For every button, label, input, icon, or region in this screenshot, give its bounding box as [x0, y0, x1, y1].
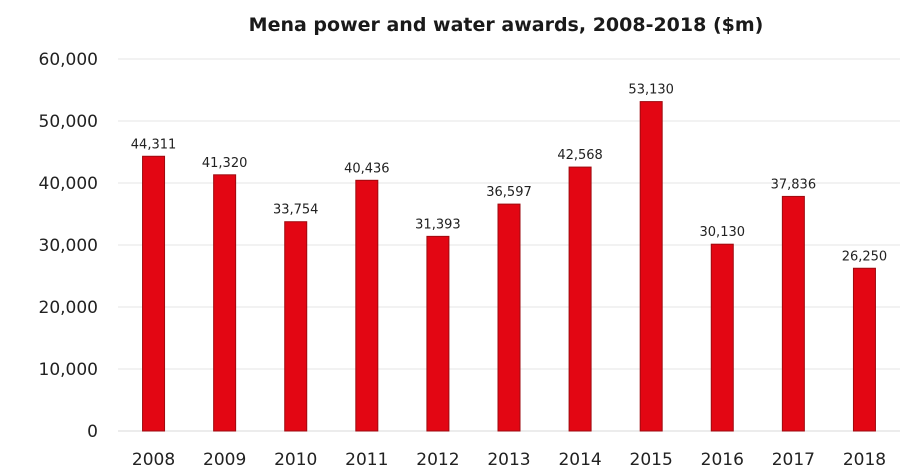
y-axis-ticks: 0 10,000 20,000 30,000 40,000 50,000 60,000 [39, 50, 98, 442]
bar-2009 [213, 174, 237, 432]
x-axis-ticks: 2008 2009 2010 2011 2012 2013 2014 2015 2016 2017… [132, 450, 886, 470]
y-tick-label: 60,000 [39, 50, 98, 70]
bar-2016 [710, 243, 734, 432]
x-tick-label-2010: 2010 [274, 450, 317, 470]
y-tick-label: 40,000 [39, 174, 98, 194]
x-tick-label-2016: 2016 [701, 450, 744, 470]
data-label-2009: 41,320 [202, 156, 248, 171]
x-tick-label-2012: 2012 [416, 450, 459, 470]
bar-2011 [355, 179, 379, 432]
data-label-2012: 31,393 [415, 217, 461, 232]
x-tick-label-2009: 2009 [203, 450, 246, 470]
y-tick-label: 50,000 [39, 112, 98, 132]
bar-2012 [426, 235, 450, 432]
data-label-2010: 33,754 [273, 203, 319, 218]
y-tick-label: 0 [87, 422, 98, 442]
bar-2017 [781, 195, 805, 432]
y-tick-label: 20,000 [39, 298, 98, 318]
x-tick-label-2008: 2008 [132, 450, 175, 470]
x-tick-label-2015: 2015 [630, 450, 673, 470]
bar-2010 [284, 221, 308, 432]
bar-2015 [639, 101, 663, 432]
x-tick-label-2011: 2011 [345, 450, 388, 470]
data-label-2013: 36,597 [486, 185, 532, 200]
x-tick-label-2017: 2017 [772, 450, 815, 470]
bar-2018 [852, 267, 876, 432]
data-labels: 44,311 41,320 33,754 40,436 31,393 36,597 42,5… [131, 83, 887, 265]
data-label-2018: 26,250 [842, 249, 888, 264]
chart-title: Mena power and water awards, 2008-2018 (… [249, 14, 764, 36]
data-label-2014: 42,568 [557, 148, 603, 163]
bar-2008 [142, 155, 166, 432]
x-tick-label-2013: 2013 [487, 450, 530, 470]
data-label-2016: 30,130 [700, 225, 746, 240]
y-tick-label: 30,000 [39, 236, 98, 256]
bars [142, 101, 876, 432]
bar-2013 [497, 203, 521, 432]
data-label-2011: 40,436 [344, 161, 390, 176]
data-label-2015: 53,130 [628, 83, 674, 98]
x-tick-label-2014: 2014 [558, 450, 601, 470]
data-label-2008: 44,311 [131, 137, 177, 152]
bar-2014 [568, 166, 592, 432]
y-tick-label: 10,000 [39, 360, 98, 380]
data-label-2017: 37,836 [771, 177, 817, 192]
x-tick-label-2018: 2018 [843, 450, 886, 470]
